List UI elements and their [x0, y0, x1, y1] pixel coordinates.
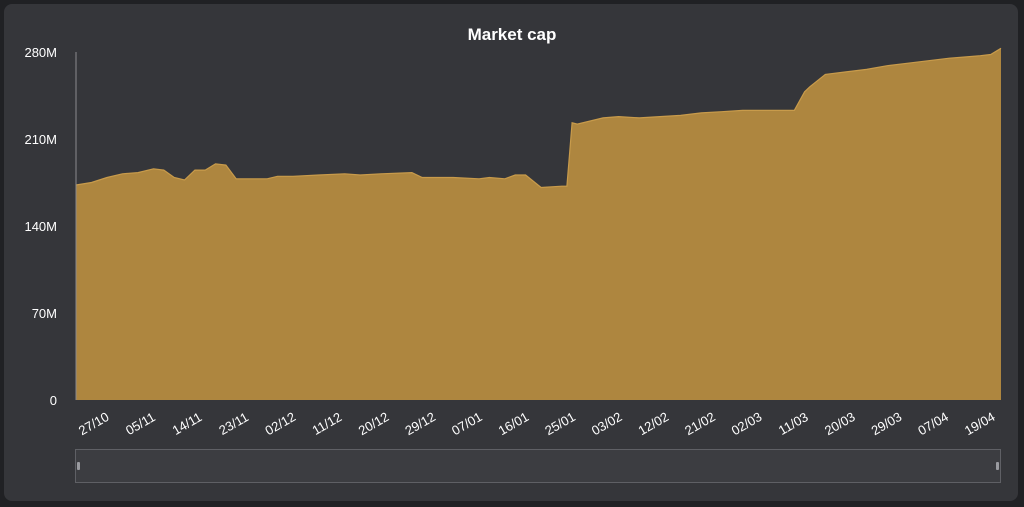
x-tick-label: 03/02 [589, 409, 625, 438]
x-tick-label: 21/02 [682, 409, 718, 438]
navigator-right-handle[interactable] [996, 462, 999, 470]
x-axis: 27/10 05/11 14/11 23/11 02/12 11/12 20/12 29/12… [76, 409, 998, 438]
x-tick-label: 02/12 [262, 409, 298, 438]
x-tick-label: 11/03 [776, 409, 811, 438]
x-tick-label: 14/11 [170, 409, 205, 438]
x-tick-label: 23/11 [216, 409, 251, 438]
plot-area [75, 47, 1002, 401]
x-tick-label: 29/12 [402, 409, 438, 438]
x-tick-label: 27/10 [76, 409, 112, 438]
x-tick-label: 16/01 [496, 409, 532, 438]
y-tick-label: 140M [24, 219, 57, 234]
x-tick-label: 07/04 [915, 409, 951, 438]
x-tick-label: 12/02 [635, 409, 671, 438]
x-tick-label: 02/03 [729, 409, 765, 438]
chart-title: Market cap [468, 25, 557, 44]
x-tick-label: 25/01 [542, 409, 578, 438]
x-tick-label: 20/03 [822, 409, 858, 438]
x-tick-label: 20/12 [356, 409, 392, 438]
market-cap-line [75, 47, 1002, 189]
x-tick-label: 11/12 [309, 409, 344, 438]
y-tick-label: 0 [50, 393, 57, 408]
navigator-left-handle[interactable] [77, 462, 80, 470]
y-tick-label: 70M [32, 306, 57, 321]
x-tick-label: 19/04 [962, 409, 998, 438]
market-cap-area [76, 48, 1001, 401]
x-tick-label: 29/03 [869, 409, 905, 438]
y-axis: 0 70M 140M 210M 280M [24, 45, 57, 408]
y-tick-label: 280M [24, 45, 57, 60]
x-tick-label: 07/01 [449, 409, 485, 438]
y-tick-label: 210M [24, 132, 57, 147]
x-tick-label: 05/11 [123, 409, 158, 438]
range-navigator[interactable] [75, 449, 1001, 483]
